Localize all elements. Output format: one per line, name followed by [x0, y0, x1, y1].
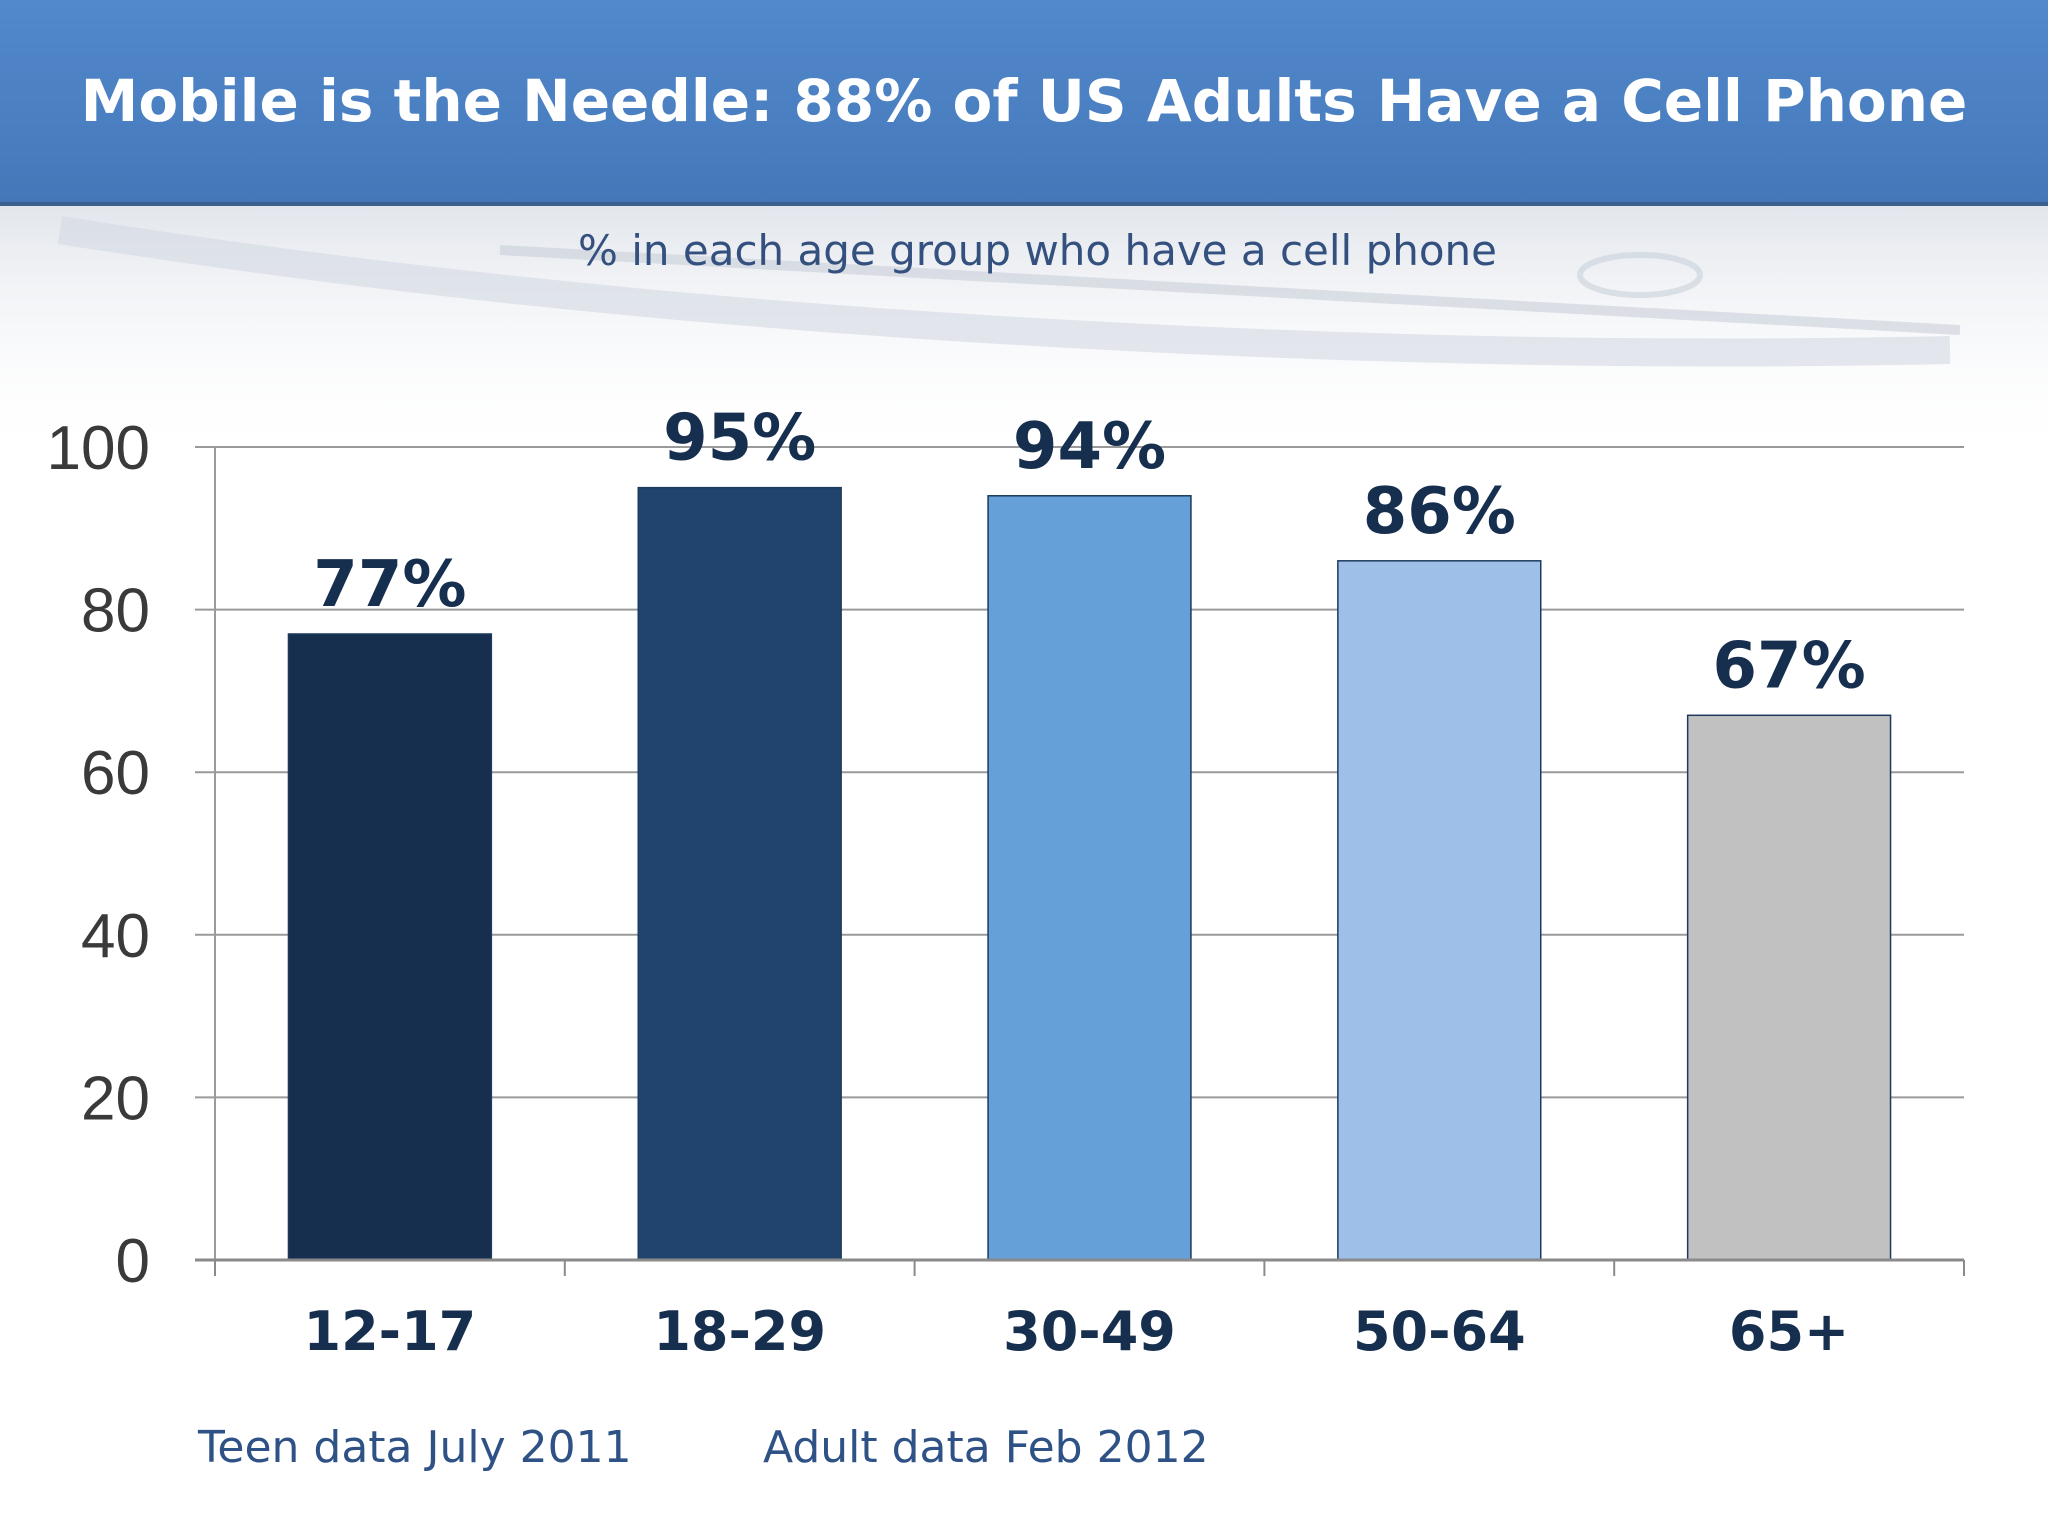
- bar-18-29: [637, 486, 842, 1261]
- y-axis-ticks: 0 20 40 60 80 100: [47, 414, 150, 1296]
- y-tick-label: 40: [81, 902, 150, 971]
- x-axis-labels: 12-17 18-29 30-49 50-64 65+: [304, 1300, 1850, 1363]
- footnote-adult: Adult data Feb 2012: [763, 1422, 1209, 1473]
- footnote-teen: Teen data July 2011: [198, 1422, 632, 1473]
- y-tick-label: 100: [47, 414, 150, 483]
- bar-30-49: [987, 495, 1192, 1261]
- x-tick-label: 65+: [1729, 1300, 1849, 1363]
- title-bar: Mobile is the Needle: 88% of US Adults H…: [0, 0, 2048, 206]
- x-axis: [195, 1258, 1965, 1276]
- value-label: 86%: [1363, 475, 1516, 549]
- chart-subtitle: % in each age group who have a cell phon…: [577, 226, 1498, 275]
- value-label: 77%: [313, 548, 466, 622]
- x-tick-label: 50-64: [1353, 1300, 1526, 1363]
- bar-12-17: [287, 633, 493, 1261]
- bars: [287, 486, 1892, 1261]
- x-tick-label: 30-49: [1003, 1300, 1176, 1363]
- value-label: 95%: [663, 402, 816, 476]
- page-title: Mobile is the Needle: 88% of US Adults H…: [80, 67, 1968, 135]
- bar-65+: [1686, 714, 1892, 1261]
- value-label: 67%: [1713, 629, 1866, 703]
- x-tick-label: 18-29: [653, 1300, 826, 1363]
- y-tick-label: 0: [116, 1227, 150, 1296]
- value-labels: 77% 95% 94% 86% 67%: [313, 402, 1865, 704]
- y-tick-label: 20: [81, 1064, 150, 1133]
- y-tick-label: 60: [81, 739, 150, 808]
- x-tick-label: 12-17: [304, 1300, 477, 1363]
- bar-50-64: [1337, 560, 1542, 1261]
- value-label: 94%: [1013, 410, 1166, 484]
- y-tick-label: 80: [81, 577, 150, 646]
